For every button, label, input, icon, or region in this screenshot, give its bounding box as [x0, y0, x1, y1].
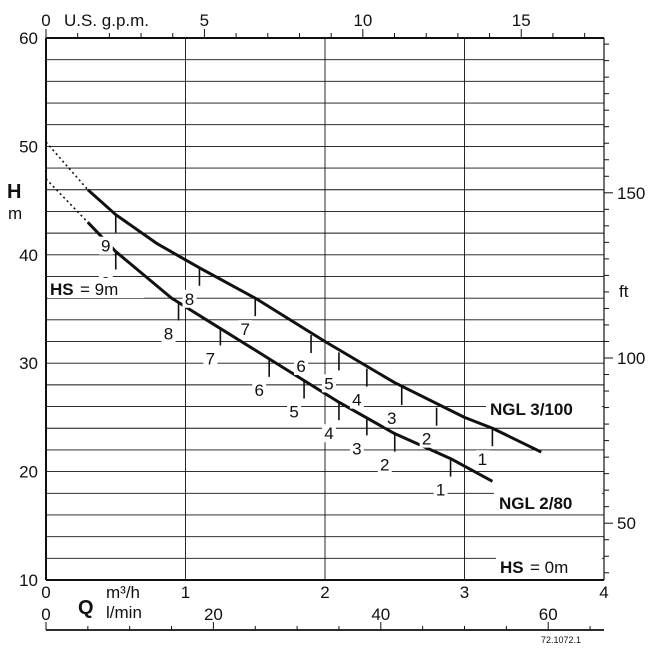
hs-number-label: 6	[254, 381, 263, 400]
reference-code: 72.1072.1	[541, 635, 581, 645]
hs-number-label: 9	[101, 237, 110, 256]
series-label-ngl-3-100: NGL 3/100	[490, 400, 573, 419]
x-axis-unit-m3h: m³/h	[106, 583, 140, 602]
hs-value-bottom: = 0m	[530, 558, 568, 577]
hs-marks: 987654321987654321	[98, 214, 494, 500]
y-tick-label: 10	[19, 571, 38, 590]
gpm-tick-label: 5	[200, 11, 209, 30]
hs-label-bg	[384, 409, 399, 428]
x-tick-label-m3h: 1	[181, 583, 190, 602]
hs-number-label: 1	[436, 481, 445, 500]
hs-number-label: 8	[185, 290, 194, 309]
hs-number-label: 6	[296, 357, 305, 376]
hs-label-bg	[182, 289, 197, 308]
y-tick-label: 60	[19, 29, 38, 48]
x-tick-label-m3h: 2	[320, 583, 329, 602]
grid	[46, 38, 604, 580]
hs-number-label: 3	[387, 409, 396, 428]
hs-label-top: HS	[50, 280, 74, 299]
hs-label-bg	[419, 429, 434, 448]
curve-line-0	[86, 188, 542, 454]
x-tick-label-lmin: 60	[539, 605, 558, 624]
x-axis-title: Q	[78, 597, 94, 619]
gpm-tick-label: 10	[353, 11, 372, 30]
hs-number-label: 2	[422, 430, 431, 449]
x-tick-label-lmin: 40	[371, 605, 390, 624]
hs-number-label: 3	[352, 439, 361, 458]
hs-label-bg	[294, 357, 309, 376]
x-tick-label-lmin: 20	[204, 605, 223, 624]
series-label-ngl-2-80: NGL 2/80	[499, 494, 572, 513]
y-tick-label: 20	[19, 463, 38, 482]
curve-shutoff-dotted-1	[45, 178, 89, 223]
y-tick-label: 40	[19, 246, 38, 265]
hs-number-label: 7	[206, 349, 215, 368]
x-tick-label-m3h: 0	[41, 583, 50, 602]
hs-number-label: 1	[478, 450, 487, 469]
gpm-tick-label: 15	[512, 11, 531, 30]
y-tick-label: 30	[19, 354, 38, 373]
curve-shutoff-dotted-0	[45, 141, 89, 191]
hs-label-bg	[349, 439, 364, 458]
x-tick-label-lmin: 0	[41, 605, 50, 624]
ft-tick-label: 150	[617, 184, 645, 203]
hs-number-label: 8	[164, 324, 173, 343]
hs-value-top: = 9m	[80, 280, 118, 299]
ft-tick-label: 100	[617, 349, 645, 368]
gpm-tick-label: 0	[41, 11, 50, 30]
hs-label-bg	[433, 480, 448, 499]
hs-label-bottom: HS	[500, 558, 524, 577]
hs-label-bg	[349, 390, 364, 409]
hs-label-bg	[287, 402, 302, 421]
top-axis-unit-label: U.S. g.p.m.	[64, 11, 149, 30]
ft-tick-label: 50	[617, 514, 636, 533]
hs-number-label: 5	[324, 374, 333, 393]
hs-number-label: 2	[380, 456, 389, 475]
hs-label-bg	[252, 380, 267, 399]
performance-curves	[45, 141, 542, 483]
hs-label-bg	[321, 374, 336, 393]
y-tick-label: 50	[19, 137, 38, 156]
hs-label-bg	[98, 236, 113, 255]
hs-label-bg	[161, 324, 176, 343]
hs-number-label: 7	[241, 320, 250, 339]
hs-label-bg	[475, 450, 490, 469]
hs-number-label: 5	[289, 403, 298, 422]
hs-label-bg	[377, 455, 392, 474]
x-tick-label-m3h: 3	[460, 583, 469, 602]
x-tick-label-m3h: 4	[599, 583, 608, 602]
right-axis-unit: ft	[619, 282, 629, 301]
hs-label-bg	[203, 349, 218, 368]
x-axis-unit-lmin: l/min	[106, 603, 142, 622]
y-axis-unit: m	[8, 204, 22, 223]
hs-label-bg	[321, 424, 336, 443]
hs-number-label: 4	[324, 424, 333, 443]
y-axis-title: H	[7, 181, 21, 203]
hs-label-bg	[238, 320, 253, 339]
hs-number-label: 4	[352, 391, 361, 410]
